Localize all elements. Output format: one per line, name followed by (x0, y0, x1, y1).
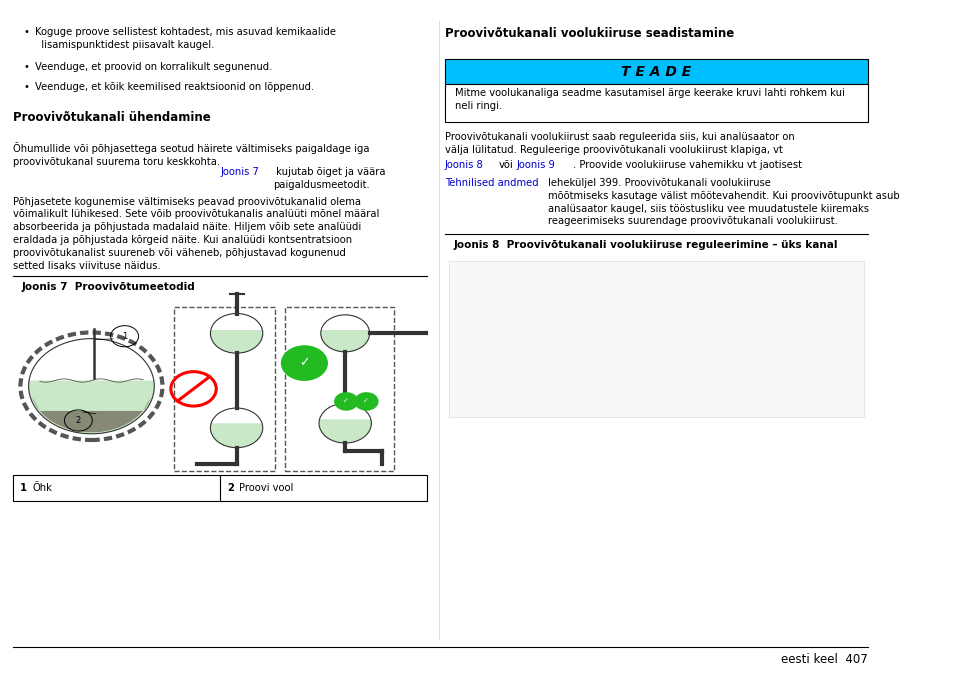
Polygon shape (211, 423, 262, 448)
Text: Veenduge, et kõik keemilised reaktsioonid on lõppenud.: Veenduge, et kõik keemilised reaktsiooni… (34, 81, 314, 92)
Text: leheküljel 399. Proovivõtukanali voolukiiruse
mõõtmiseks kasutage välist mõöteva: leheküljel 399. Proovivõtukanali vooluki… (547, 178, 899, 226)
Circle shape (334, 392, 358, 411)
Bar (449, 261, 863, 417)
Text: 1: 1 (20, 483, 27, 493)
Text: Proovivõtukanali voolukiiruse seadistamine: Proovivõtukanali voolukiiruse seadistami… (444, 28, 734, 40)
Text: •: • (23, 62, 30, 71)
Text: eesti keel  407: eesti keel 407 (781, 653, 867, 666)
Text: Joonis 9: Joonis 9 (516, 160, 555, 170)
Text: Proovivõtukanali ühendamine: Proovivõtukanali ühendamine (13, 110, 211, 124)
Text: Joonis 7: Joonis 7 (220, 167, 259, 177)
Polygon shape (318, 419, 371, 443)
Text: 2: 2 (75, 416, 81, 425)
Text: Õhumullide või põhjasettega seotud häirete vältimiseks paigaldage iga
proovivõtu: Õhumullide või põhjasettega seotud häire… (13, 142, 369, 167)
Text: 2: 2 (227, 483, 233, 493)
Text: Proovi vool: Proovi vool (239, 483, 294, 493)
Bar (444, 84, 867, 122)
Polygon shape (320, 330, 369, 352)
Text: Koguge proove sellistest kohtadest, mis asuvad kemikaalide
  lisamispunktidest p: Koguge proove sellistest kohtadest, mis … (34, 28, 335, 50)
Circle shape (280, 345, 328, 381)
Text: T E A D E: T E A D E (620, 65, 691, 79)
Polygon shape (211, 330, 262, 353)
Text: . Proovide voolukiiruse vahemikku vt jaotisest: . Proovide voolukiiruse vahemikku vt jao… (573, 160, 801, 170)
Text: Joonis 7  Proovivõtumeetodid: Joonis 7 Proovivõtumeetodid (22, 283, 195, 293)
Text: ✓: ✓ (343, 398, 349, 404)
Polygon shape (32, 398, 151, 432)
Text: Mitme voolukanaliga seadme kasutamisel ärge keerake kruvi lahti rohkem kui
neli : Mitme voolukanaliga seadme kasutamisel ä… (455, 88, 844, 111)
Text: Tehnilised andmed: Tehnilised andmed (444, 178, 538, 188)
Bar (444, 59, 867, 84)
Bar (13, 475, 427, 501)
Text: •: • (23, 28, 30, 37)
Circle shape (354, 392, 378, 411)
Polygon shape (29, 380, 154, 434)
Text: Õhk: Õhk (32, 483, 51, 493)
Text: kujutab õiget ja väära
paigaldusmeetodit.: kujutab õiget ja väära paigaldusmeetodit… (273, 167, 385, 190)
Text: 1: 1 (122, 332, 127, 341)
Text: Proovivõtukanali voolukiirust saab reguleerida siis, kui analüsaator on
välja lü: Proovivõtukanali voolukiirust saab regul… (444, 132, 794, 155)
Text: või: või (498, 160, 514, 170)
Text: •: • (23, 81, 30, 92)
Text: ✓: ✓ (299, 357, 310, 369)
Text: Veenduge, et proovid on korralikult segunenud.: Veenduge, et proovid on korralikult segu… (34, 62, 272, 71)
Text: Joonis 8  Proovivõtukanali voolukiiruse reguleerimine – üks kanal: Joonis 8 Proovivõtukanali voolukiiruse r… (454, 240, 838, 250)
Text: Joonis 8: Joonis 8 (444, 160, 483, 170)
Text: Põhjasetete kogunemise vältimiseks peavad proovivõtukanalid olema
võimalikult lü: Põhjasetete kogunemise vältimiseks peava… (13, 197, 379, 271)
Text: ✓: ✓ (363, 398, 369, 404)
